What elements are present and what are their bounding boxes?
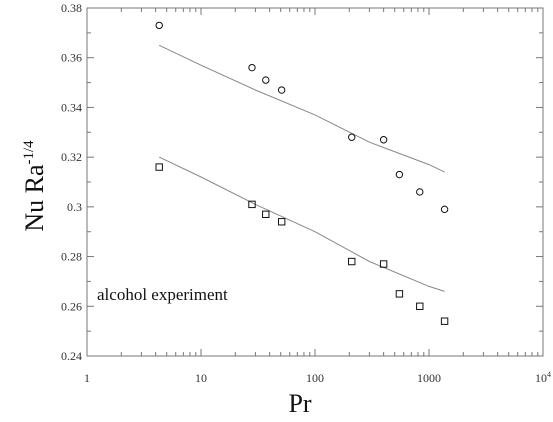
circle-marker	[395, 170, 404, 179]
square-marker	[440, 317, 449, 325]
x-tick-label: 104	[535, 370, 551, 385]
axis-tick-labels: 1 10 100 1000 104 0.24 0.26 0.28 0.3 0.32 0.34 0.36…	[61, 1, 551, 385]
circle-marker	[277, 86, 286, 94]
fit-line	[158, 44, 445, 173]
x-tick-label: 1	[84, 371, 90, 385]
axis-ticks	[86, 7, 544, 357]
y-tick-label: 0.36	[61, 51, 82, 65]
circle-marker	[262, 76, 270, 84]
fit-lines	[158, 44, 445, 292]
x-tick-exponent: 4	[547, 370, 551, 379]
y-tick-label: 0.38	[61, 1, 82, 15]
x-axis-title: Pr	[288, 389, 311, 418]
circle-marker	[348, 133, 356, 141]
y-axis-title-main: Nu Ra	[20, 164, 49, 232]
square-marker	[155, 163, 163, 171]
annotation-text: alcohol experiment	[97, 285, 228, 304]
x-tick-label: 100	[306, 371, 324, 385]
y-tick-label: 0.28	[61, 250, 82, 264]
x-tick-label: 10	[195, 371, 207, 385]
circle-marker	[248, 63, 256, 72]
y-tick-label: 0.26	[61, 299, 82, 313]
fit-line	[158, 156, 445, 292]
y-tick-label: 0.34	[61, 100, 82, 114]
circle-marker	[440, 205, 449, 214]
y-tick-label: 0.32	[61, 150, 82, 164]
x-tick-label: 1000	[417, 371, 441, 385]
circle-marker	[155, 21, 163, 30]
data-markers	[155, 21, 449, 325]
square-marker	[348, 257, 356, 266]
y-tick-label: 0.24	[61, 349, 82, 363]
square-marker	[277, 218, 286, 226]
square-marker	[262, 210, 270, 219]
circle-marker	[416, 188, 424, 196]
square-marker	[395, 290, 404, 298]
square-marker	[248, 200, 256, 209]
square-marker	[379, 260, 388, 268]
y-tick-label: 0.3	[67, 200, 82, 214]
y-axis-title: Nu Ra-1/4	[20, 140, 49, 232]
circle-marker	[379, 136, 388, 144]
y-axis-title-exponent: -1/4	[21, 140, 37, 165]
square-marker	[416, 302, 424, 310]
